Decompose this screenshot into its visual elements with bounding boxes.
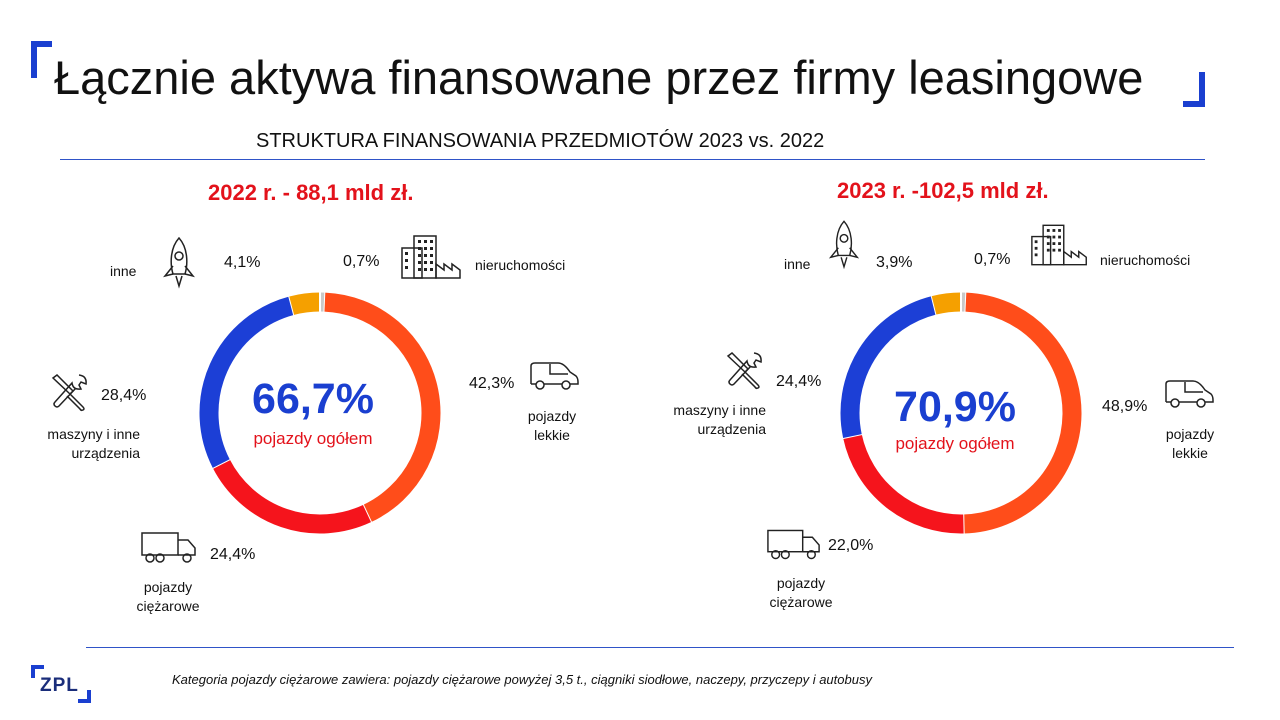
value-ciezarowe-2022: 24,4% [210, 546, 256, 563]
rocket-icon [828, 220, 860, 270]
tools-icon [726, 352, 762, 390]
footnote: Kategoria pojazdy ciężarowe zawiera: poj… [172, 672, 872, 687]
donut-segment-maszyny [840, 296, 937, 439]
donut-segment-maszyny [199, 296, 295, 468]
truck-icon [767, 529, 820, 560]
label-inne-2022: inne [110, 263, 137, 279]
value-ciezarowe-2023: 22,0% [828, 537, 874, 554]
panel-2023-title: 2023 r. -102,5 mld zł. [837, 178, 1049, 203]
label-maszyny-2023: maszyny i inne urządzenia [673, 402, 766, 437]
truck-icon [141, 532, 196, 563]
divider-top [60, 159, 1205, 160]
segment-separator [964, 291, 968, 313]
logo-text: ZPL [40, 675, 79, 696]
page-title: Łącznie aktywa finansowane przez firmy l… [54, 51, 1144, 104]
value-nieruchomosci-2022: 0,7% [343, 253, 380, 270]
van-icon [530, 362, 579, 390]
segment-separator [323, 291, 327, 313]
value-nieruchomosci-2023: 0,7% [974, 251, 1011, 268]
tools-icon [51, 374, 87, 412]
value-lekkie-2023: 48,9% [1102, 398, 1148, 415]
value-inne-2023: 3,9% [876, 254, 913, 271]
value-maszyny-2022: 28,4% [101, 387, 147, 404]
donut-segment-inne [289, 292, 321, 315]
label-ciezarowe-2023: pojazdy ciężarowe [769, 575, 833, 610]
label-lekkie-2022: pojazdy lekkie [527, 408, 577, 443]
label-nieruchomosci-2023: nieruchomości [1100, 252, 1191, 268]
donut-segment-ciezarowe [843, 433, 964, 534]
donut-segment-lekkie [324, 292, 441, 523]
building-icon [1031, 224, 1087, 266]
value-maszyny-2023: 24,4% [776, 373, 822, 390]
rocket-icon [163, 236, 195, 289]
value-lekkie-2022: 42,3% [469, 375, 515, 392]
building-icon [401, 235, 461, 279]
center-value-2022: 66,7% [252, 375, 374, 423]
center-label-2023: pojazdy ogółem [895, 434, 1015, 453]
value-inne-2022: 4,1% [224, 254, 261, 271]
donut-segment-lekkie [963, 292, 1082, 534]
center-value-2023: 70,9% [894, 383, 1016, 431]
donut-segment-ciezarowe [212, 459, 372, 534]
donut-chart-2022 [199, 291, 441, 534]
divider-bottom [86, 647, 1234, 648]
page-subtitle: STRUKTURA FINANSOWANIA PRZEDMIOTÓW 2023 … [256, 130, 825, 152]
label-lekkie-2023: pojazdy lekkie [1165, 426, 1215, 461]
center-label-2022: pojazdy ogółem [253, 429, 373, 448]
label-maszyny-2022: maszyny i inne urządzenia [47, 426, 140, 461]
label-inne-2023: inne [784, 256, 811, 272]
label-ciezarowe-2022: pojazdy ciężarowe [136, 579, 200, 614]
donut-segment-inne [931, 292, 962, 315]
van-icon [1165, 380, 1214, 408]
label-nieruchomosci-2022: nieruchomości [475, 257, 566, 273]
panel-2022-title: 2022 r. - 88,1 mld zł. [208, 180, 414, 205]
donut-chart-2023 [840, 291, 1082, 535]
zpl-logo [31, 665, 91, 703]
